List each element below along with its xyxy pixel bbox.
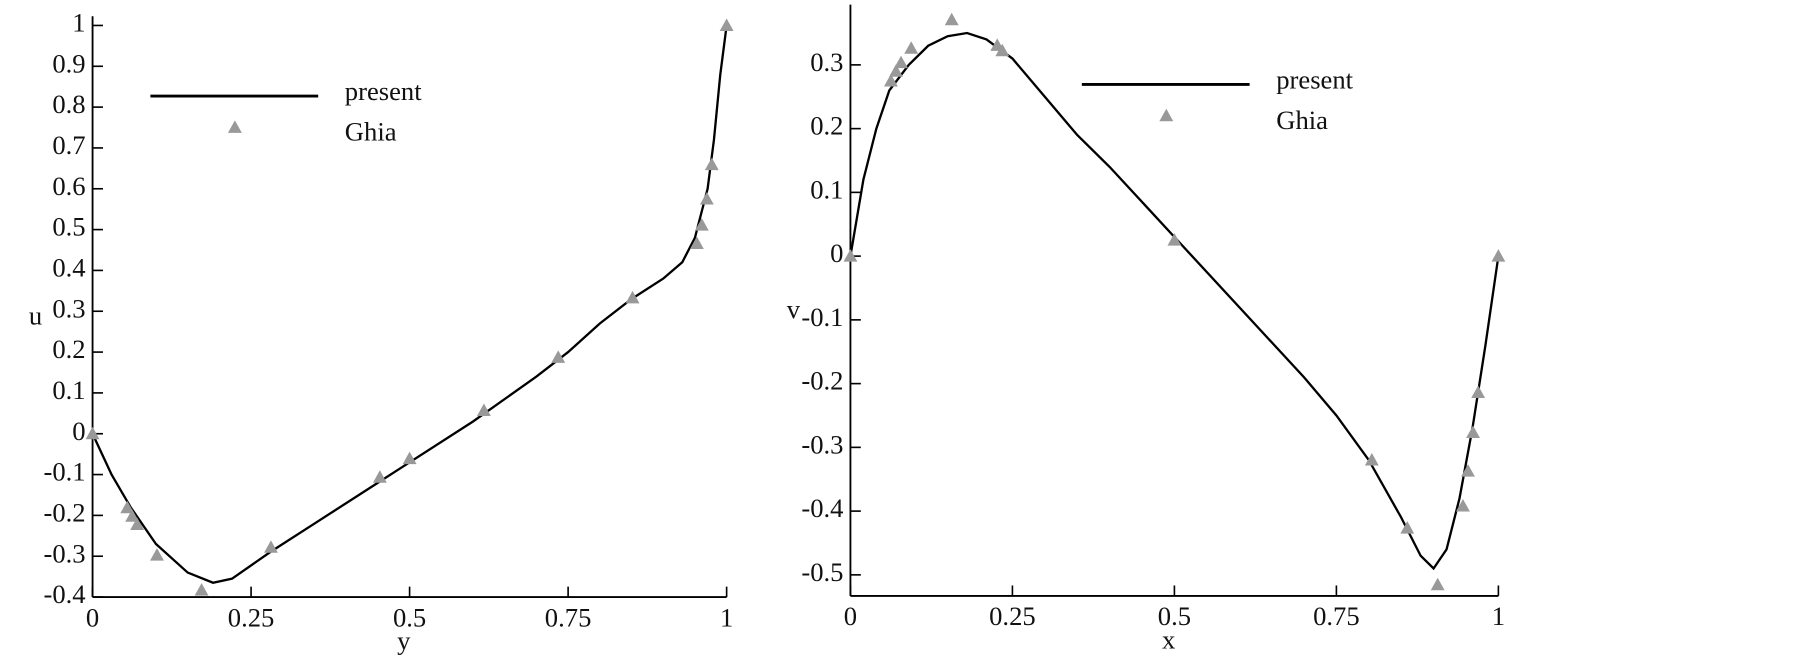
data-point	[125, 509, 140, 522]
data-point	[625, 290, 640, 304]
data-point	[551, 350, 566, 363]
x-tick-label: 1	[1492, 601, 1505, 631]
y-axis-label: v	[787, 294, 801, 324]
data-point	[1491, 249, 1506, 262]
legend-label: Ghia	[345, 116, 397, 146]
x-tick-label: 0	[844, 601, 857, 631]
x-tick-label: 0.75	[1313, 601, 1360, 631]
y-tick-label: 0.1	[810, 174, 843, 204]
y-axis-label: u	[29, 300, 42, 330]
data-point	[1455, 498, 1470, 512]
data-point	[1400, 521, 1415, 534]
data-point	[85, 426, 100, 440]
y-tick-label: 0.4	[52, 253, 85, 283]
y-tick-label: 0.9	[52, 48, 85, 78]
y-tick-label: 0.3	[52, 293, 85, 323]
y-tick-label: 0.2	[52, 334, 85, 364]
data-point	[130, 517, 145, 531]
x-tick-label: 0.25	[989, 601, 1036, 631]
x-tick-label: 0.75	[545, 602, 592, 632]
y-tick-label: -0.3	[801, 429, 843, 459]
y-tick-label: 0.7	[52, 130, 85, 160]
data-point	[476, 403, 491, 417]
data-point	[1461, 464, 1475, 477]
data-point	[1364, 452, 1379, 466]
data-point	[889, 64, 903, 77]
x-tick-label: 0.25	[228, 602, 275, 632]
y-tick-label: 0.6	[52, 171, 85, 201]
data-point	[699, 192, 714, 205]
data-line	[91, 25, 728, 584]
data-point	[1471, 385, 1486, 399]
data-point	[719, 18, 734, 32]
data-point	[944, 12, 959, 26]
data-point	[883, 73, 898, 87]
y-tick-label: 0	[830, 238, 843, 268]
y-tick-label: -0.4	[801, 493, 843, 523]
data-point	[1430, 577, 1445, 591]
y-tick-label: -0.2	[43, 498, 85, 528]
data-point	[1466, 425, 1480, 439]
legend-label: Ghia	[1276, 105, 1328, 135]
data-point	[843, 249, 858, 262]
legend-label: present	[1276, 64, 1353, 94]
data-line	[849, 31, 1500, 571]
legend-label: present	[345, 76, 422, 106]
x-axis-label: y	[397, 625, 411, 655]
x-tick-label: 0.5	[393, 602, 426, 632]
data-point	[704, 157, 719, 171]
legend-marker	[1159, 108, 1174, 122]
x-tick-label: 1	[720, 602, 733, 632]
data-point	[995, 43, 1010, 57]
x-axis-label: x	[1162, 624, 1175, 654]
data-point	[120, 500, 135, 514]
data-point	[402, 451, 417, 465]
y-tick-label: 0	[72, 416, 85, 446]
y-tick-label: -0.4	[43, 579, 85, 609]
y-tick-label: -0.5	[801, 557, 843, 587]
data-point	[894, 55, 908, 69]
data-point	[372, 470, 387, 483]
y-tick-label: 0.1	[52, 375, 85, 405]
legend-marker	[227, 120, 242, 133]
y-tick-label: 1	[72, 8, 85, 38]
data-point	[1167, 233, 1182, 246]
data-point	[194, 583, 209, 596]
y-tick-label: -0.1	[43, 457, 85, 487]
y-tick-label: -0.1	[801, 302, 843, 332]
data-point	[263, 540, 278, 553]
y-tick-label: 0.8	[52, 89, 85, 119]
y-tick-label: 0.2	[810, 111, 843, 141]
y-tick-label: 0.3	[810, 47, 843, 77]
x-tick-label: 0	[86, 602, 99, 632]
y-tick-label: -0.3	[43, 538, 85, 568]
x-tick-label: 0.5	[1158, 601, 1191, 631]
data-point	[150, 548, 164, 561]
data-point	[904, 41, 919, 54]
y-tick-label: -0.2	[801, 366, 843, 396]
data-point	[694, 218, 709, 231]
y-tick-label: 0.5	[52, 212, 85, 242]
data-point	[689, 236, 704, 250]
